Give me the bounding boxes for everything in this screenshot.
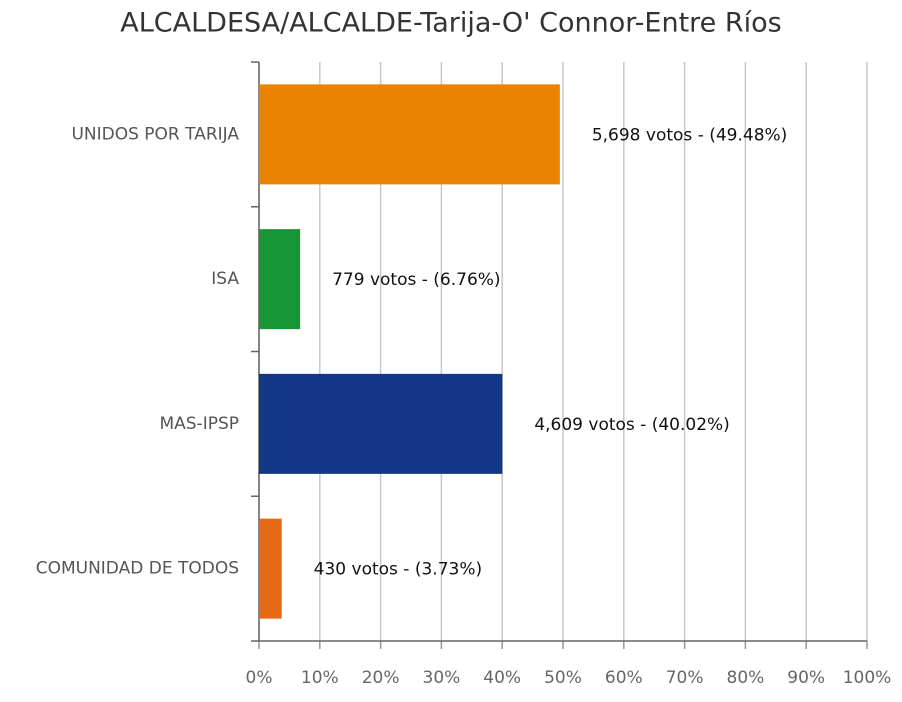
y-tick-label: UNIDOS POR TARIJA: [71, 124, 239, 144]
value-label: 430 votos - (3.73%): [314, 560, 482, 580]
bar: [259, 373, 503, 474]
y-tick-label: COMUNIDAD DE TODOS: [36, 559, 239, 579]
value-label: 4,609 votos - (40.02%): [534, 415, 729, 435]
x-tick-label: 80%: [727, 668, 765, 688]
bar: [259, 229, 301, 330]
x-tick-label: 30%: [423, 668, 461, 688]
x-tick-label: 20%: [362, 668, 400, 688]
value-label: 5,698 votos - (49.48%): [592, 125, 787, 145]
x-tick-label: 70%: [666, 668, 704, 688]
x-tick-label: 50%: [544, 668, 582, 688]
x-tick-label: 60%: [605, 668, 643, 688]
x-tick-label: 100%: [843, 668, 892, 688]
y-tick-label: ISA: [211, 269, 239, 289]
x-tick-label: 90%: [787, 668, 825, 688]
y-tick-label: MAS-IPSP: [159, 414, 239, 434]
chart-title: ALCALDESA/ALCALDE-Tarija-O' Connor-Entre…: [120, 8, 781, 39]
x-tick-label: 40%: [483, 668, 521, 688]
value-label: 779 votos - (6.76%): [332, 270, 500, 290]
x-tick-label: 0%: [246, 668, 273, 688]
x-tick-label: 10%: [301, 668, 339, 688]
bar: [259, 84, 560, 185]
bar: [259, 518, 282, 619]
